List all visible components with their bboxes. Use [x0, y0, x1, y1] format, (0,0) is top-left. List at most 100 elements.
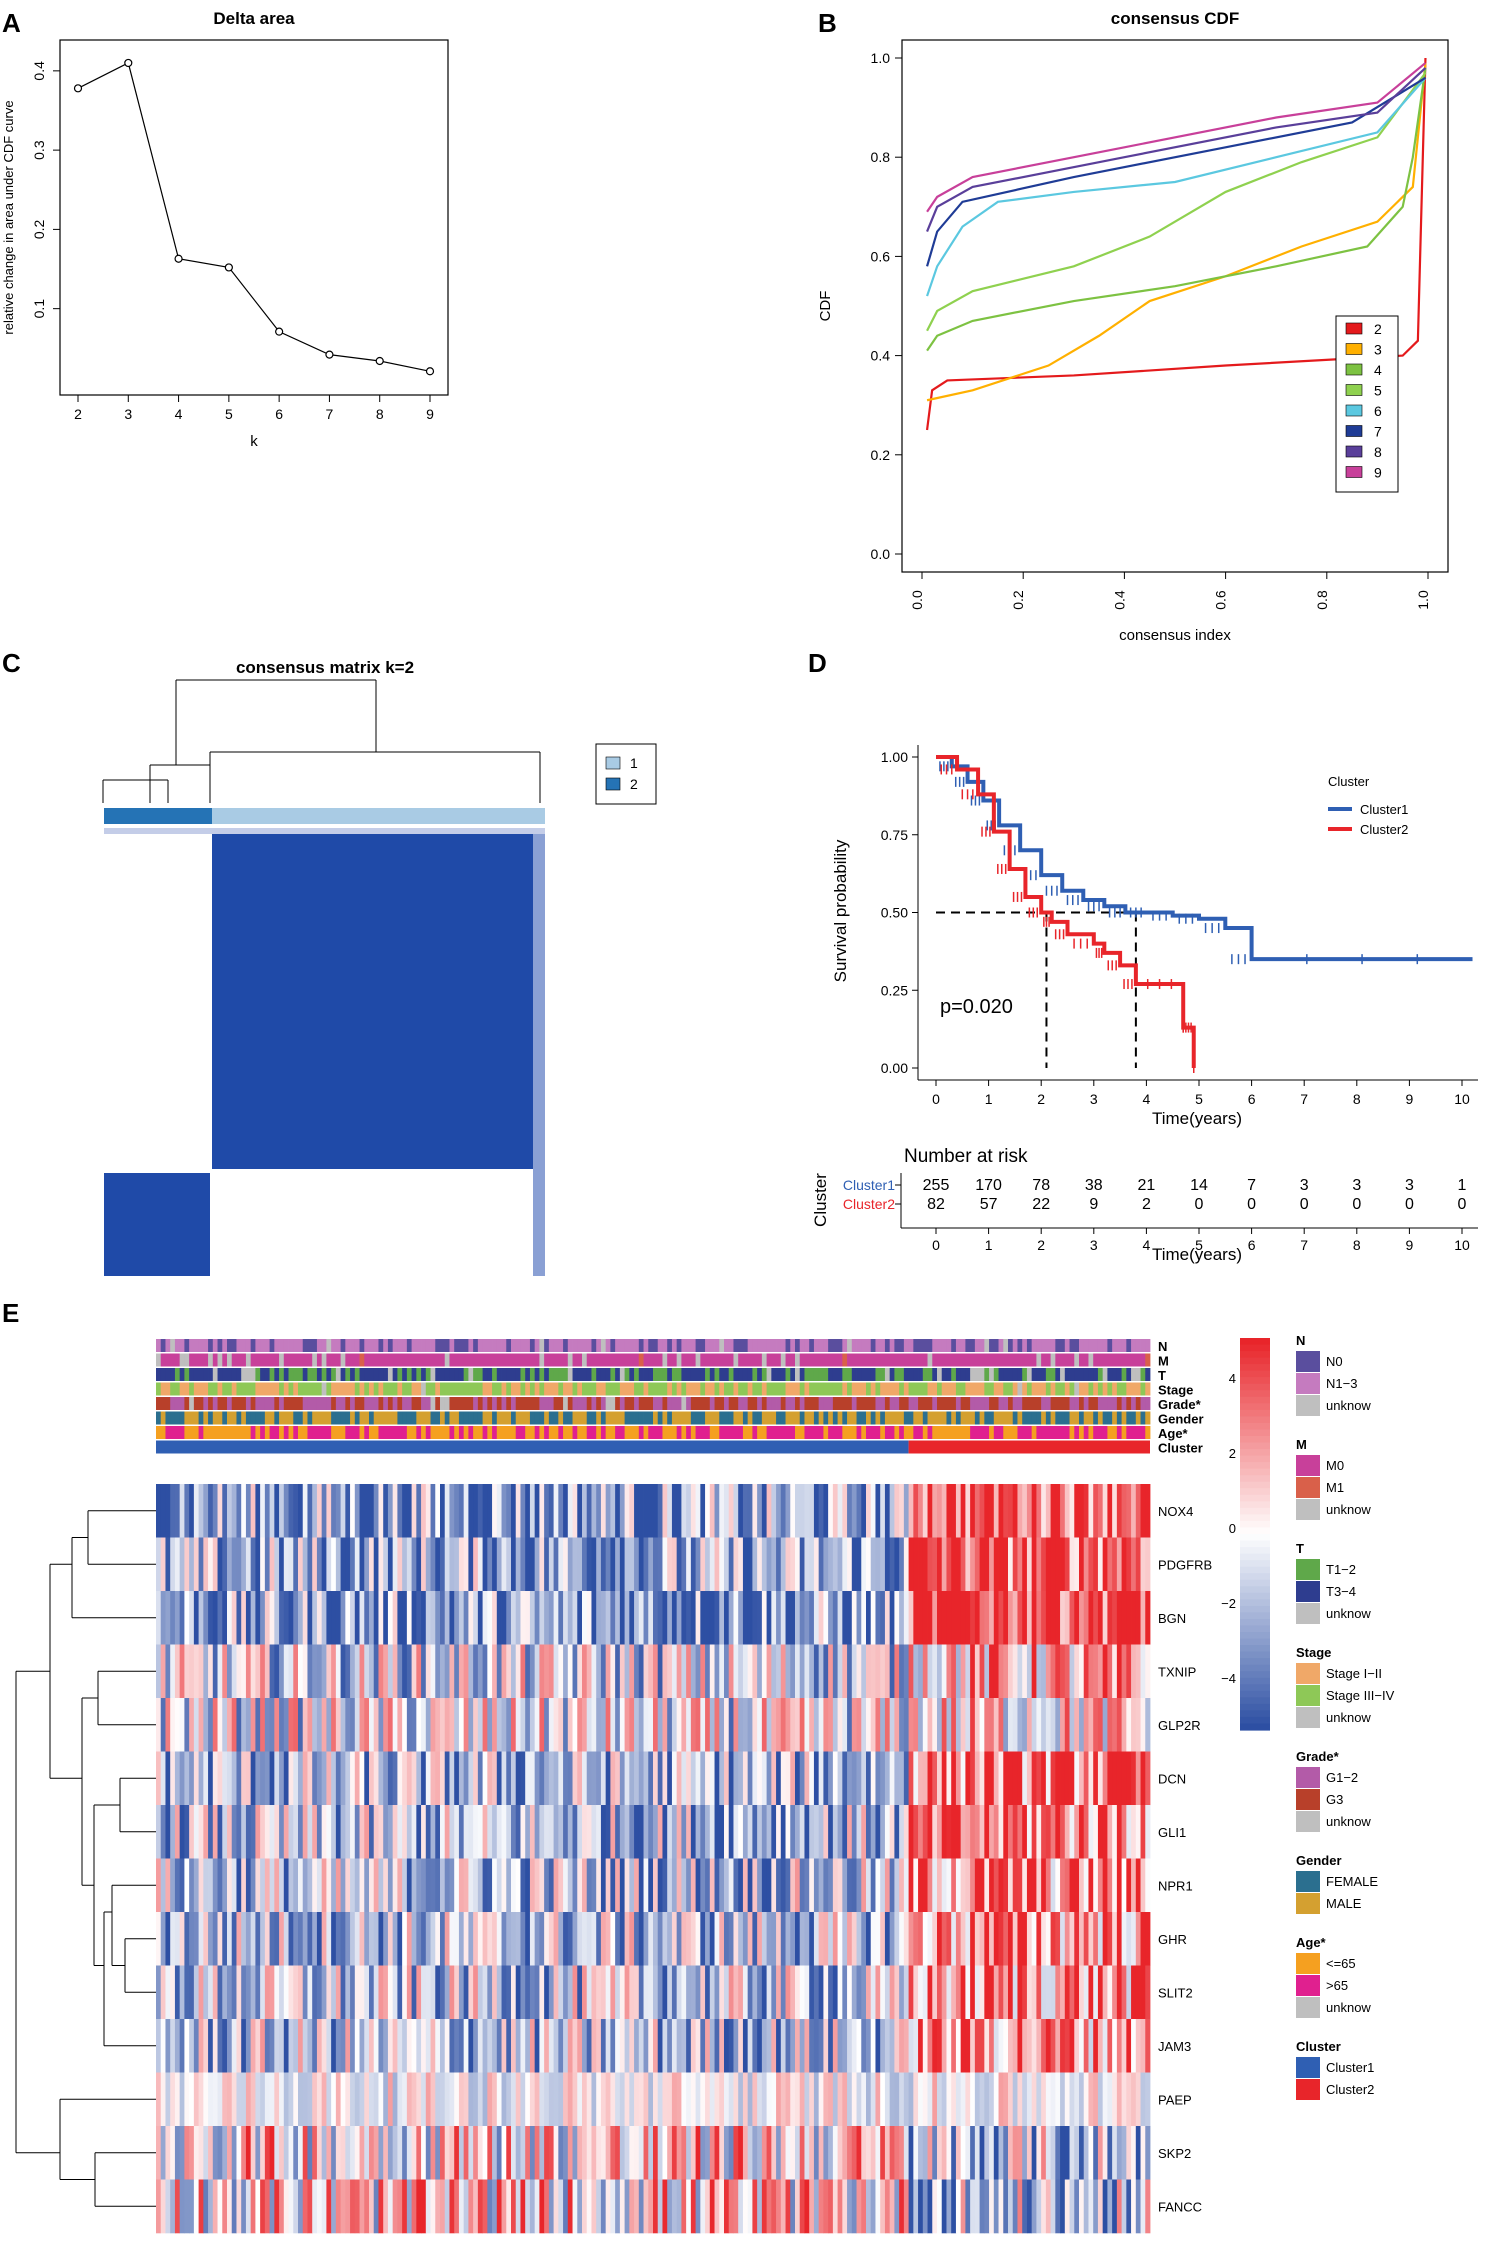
heatmap-cell [255, 1965, 261, 2020]
annotation-cell [932, 1411, 938, 1425]
annotation-cell [866, 1382, 872, 1396]
annotation-cell [170, 1411, 176, 1425]
annotation-cell [1140, 1382, 1146, 1396]
heatmap-cell [563, 2019, 569, 2073]
heatmap-cell [506, 2072, 512, 2127]
heatmap-cell [733, 1537, 739, 1592]
heatmap-cell [534, 1858, 540, 1913]
heatmap-cell [776, 2072, 782, 2127]
heatmap-cell [761, 1858, 767, 1913]
heatmap-cell [449, 1484, 455, 1538]
annotation-cell [217, 1397, 223, 1410]
risk-x-tick-label: 8 [1353, 1237, 1361, 1253]
annotation-cell [387, 1382, 394, 1396]
heatmap-cell [610, 1751, 616, 1806]
heatmap-cell [1083, 1644, 1089, 1699]
heatmap-cell [946, 1698, 952, 1752]
heatmap-cell [1112, 1912, 1118, 1966]
annotation-cell [411, 1382, 417, 1396]
heatmap-cell [354, 1644, 360, 1699]
heatmap-cell [321, 1484, 327, 1538]
annotation-cell [350, 1339, 356, 1352]
annotation-cell [922, 1368, 928, 1381]
heatmap-cell [657, 2072, 663, 2127]
heatmap-cell [719, 1591, 725, 1645]
heatmap-cell [681, 1965, 687, 2020]
annotation-cell [449, 1368, 455, 1381]
annotation-cell [752, 1411, 758, 1425]
heatmap-cell [506, 2179, 512, 2234]
heatmap-cell [553, 2179, 559, 2234]
risk-value: 7 [1247, 1177, 1256, 1194]
heatmap-cell [454, 1591, 460, 1645]
annotation-cell [856, 1368, 862, 1381]
heatmap-cell [903, 2126, 909, 2180]
heatmap-cell [421, 1858, 427, 1913]
annotation-cell [283, 1353, 289, 1367]
heatmap-cell [984, 2179, 990, 2234]
heatmap-cell [236, 2179, 242, 2234]
heatmap-cell [411, 2019, 417, 2073]
heatmap-cell [231, 1644, 237, 1699]
colorbar-step [1240, 1351, 1270, 1359]
annotation-cell [496, 1426, 502, 1439]
heatmap-cell [795, 1644, 801, 1699]
heatmap-cell [851, 1698, 857, 1752]
heatmap-cell [643, 1751, 649, 1806]
heatmap-cell [880, 1484, 886, 1538]
heatmap-cell [402, 1537, 408, 1592]
heatmap-cell [373, 1591, 379, 1645]
heatmap-cell [269, 2019, 275, 2073]
heatmap-cell [1050, 1698, 1056, 1752]
heatmap-cell [316, 1644, 323, 1699]
heatmap-cell [1116, 1591, 1122, 1645]
annotation-cell [359, 1382, 365, 1396]
heatmap-cell [492, 1644, 498, 1699]
annotation-cell [515, 1353, 521, 1367]
annotation-cell [837, 1397, 843, 1410]
heatmap-cell [932, 2072, 938, 2127]
heatmap-cell [851, 1805, 857, 1859]
annotation-cell [809, 1368, 815, 1381]
heatmap-cell [984, 1751, 990, 1806]
heatmap-cell [193, 1644, 199, 1699]
heatmap-cell [1008, 1698, 1014, 1752]
annotation-cell [847, 1339, 853, 1352]
heatmap-cell [1126, 1644, 1132, 1699]
annotation-cell [671, 1426, 678, 1439]
annotation-cell [1012, 1339, 1018, 1352]
heatmap-cell [828, 2126, 834, 2180]
heatmap-cell [823, 2019, 829, 2073]
heatmap-cell [250, 1912, 256, 1966]
annotation-cell [709, 1411, 715, 1425]
legend-swatch [1296, 2079, 1320, 2100]
heatmap-cell [676, 1912, 682, 1966]
heatmap-cell [643, 1965, 649, 2020]
heatmap-cell [269, 1858, 275, 1913]
heatmap-cell [227, 1644, 233, 1699]
heatmap-cell [738, 1591, 744, 1645]
heatmap-cell [269, 1805, 275, 1859]
annotation-cell [548, 1426, 554, 1439]
heatmap-cell [421, 2019, 427, 2073]
annotation-cell [198, 1411, 204, 1425]
cluster-1-block [212, 834, 533, 1169]
heatmap-cell [577, 2072, 583, 2127]
heatmap-cell [733, 1484, 739, 1538]
annotation-cell [861, 1339, 867, 1352]
heatmap-cell [582, 2179, 588, 2234]
heatmap-cell [653, 1751, 659, 1806]
annotation-cell [463, 1339, 469, 1352]
annotation-cell [288, 1382, 294, 1396]
annotation-cell [279, 1368, 285, 1381]
annotation-cell [851, 1382, 857, 1396]
heatmap-cell [274, 1698, 280, 1752]
annotation-cell [402, 1426, 408, 1439]
annotation-cell [1045, 1368, 1051, 1381]
heatmap-cell [847, 2126, 853, 2180]
heatmap-cell [217, 1591, 223, 1645]
heatmap-cell [851, 1484, 857, 1538]
annotation-cell [1012, 1382, 1018, 1396]
heatmap-cell [1050, 2126, 1056, 2180]
annotation-cell [979, 1426, 985, 1439]
